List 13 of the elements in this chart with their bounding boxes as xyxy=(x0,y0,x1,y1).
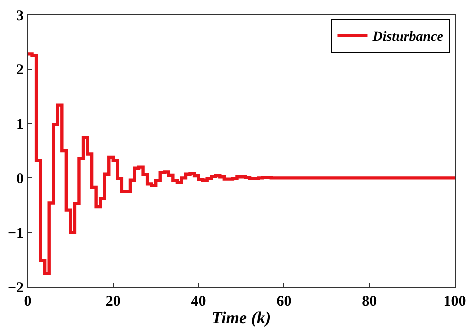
x-tick-label: 40 xyxy=(191,294,206,310)
legend-label: Disturbance xyxy=(372,30,444,46)
x-tick-label: 100 xyxy=(444,294,466,310)
y-tick-label: −1 xyxy=(8,226,24,242)
x-tick-label: 60 xyxy=(276,294,292,310)
y-tick-label: 1 xyxy=(16,117,24,134)
x-tick-label: 80 xyxy=(362,294,378,310)
x-tick-label: 20 xyxy=(106,294,121,310)
y-tick-label: 3 xyxy=(16,8,24,24)
y-tick-label: 0 xyxy=(16,171,24,188)
y-tick-label: −2 xyxy=(8,280,24,296)
x-axis-title: Time (k) xyxy=(212,308,272,328)
y-tick-label: 2 xyxy=(16,62,24,79)
